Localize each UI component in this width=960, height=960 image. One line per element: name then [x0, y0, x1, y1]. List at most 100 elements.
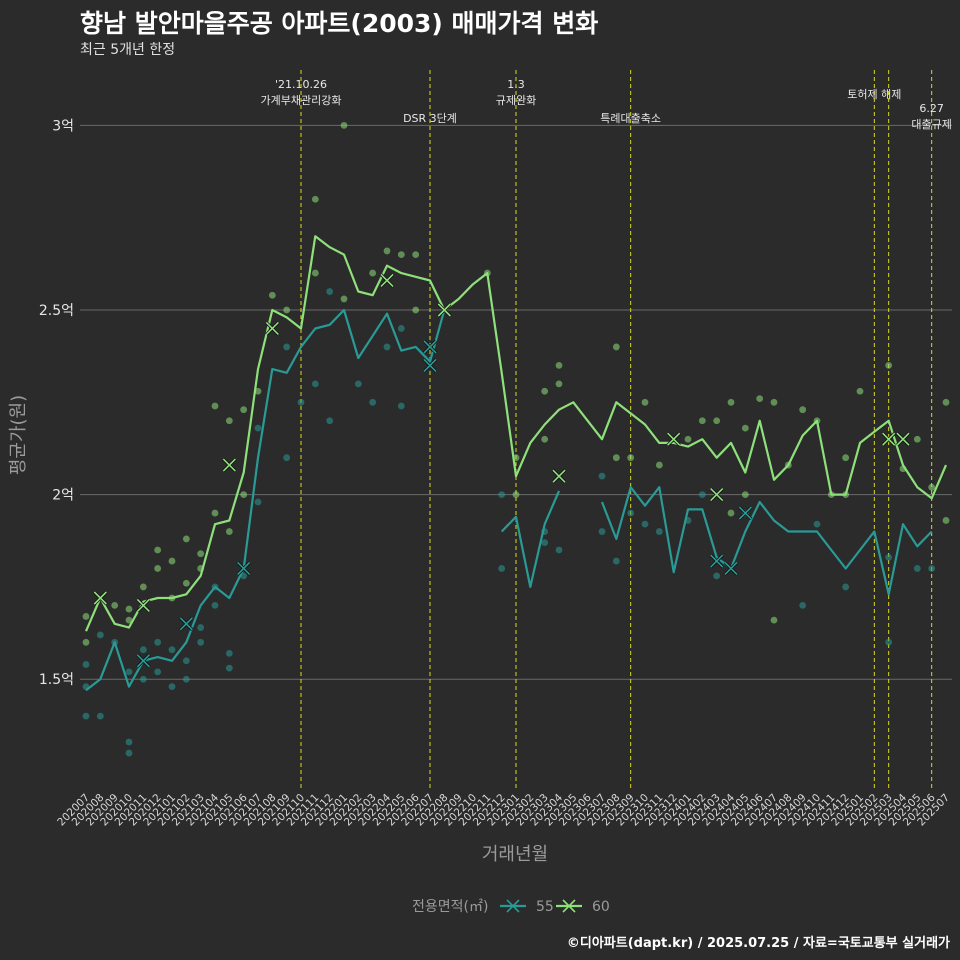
x-marker: [437, 302, 452, 318]
scatter-point: [254, 424, 262, 432]
scatter-point: [154, 668, 162, 676]
scatter-point: [741, 424, 749, 432]
scatter-point: [612, 557, 620, 565]
event-label: 6.27: [919, 102, 944, 115]
scatter-point: [555, 380, 563, 388]
scatter-point: [842, 454, 850, 462]
scatter-point: [225, 649, 233, 657]
scatter-point: [326, 417, 334, 425]
x-marker: [93, 590, 108, 606]
x-marker: [709, 487, 724, 502]
scatter-point: [182, 675, 190, 683]
chart-subtitle: 최근 5개년 한정: [80, 42, 176, 58]
scatter-point: [942, 517, 950, 524]
scatter-point: [756, 395, 764, 403]
scatter-point: [698, 491, 706, 499]
scatter-point: [211, 601, 219, 609]
y-axis-title: 평균가(원): [8, 395, 29, 475]
scatter-point: [885, 361, 893, 369]
scatter-point: [741, 491, 749, 499]
scatter-point: [254, 387, 262, 395]
scatter-point: [627, 509, 635, 517]
x-marker: [179, 616, 194, 631]
legend-item-55: 55: [500, 899, 554, 915]
scatter-point: [139, 646, 147, 654]
event-label: 규제완화: [496, 94, 536, 107]
scatter-point: [727, 398, 735, 406]
scatter-point: [168, 646, 176, 654]
scatter-point: [397, 402, 405, 410]
scatter-point: [612, 454, 620, 462]
scatter-point: [211, 509, 219, 517]
legend-label: 60: [592, 899, 610, 915]
scatter-point: [82, 661, 90, 668]
scatter-point: [498, 491, 506, 499]
scatter-point: [111, 601, 119, 609]
scatter-point: [928, 483, 936, 491]
marker-layer: [93, 273, 911, 668]
scatter-point: [283, 343, 291, 351]
scatter-point: [913, 565, 921, 572]
x-marker: [723, 561, 739, 576]
scatter-layer: [82, 121, 950, 757]
x-marker: [379, 273, 395, 288]
x-marker: [551, 469, 567, 484]
scatter-point: [942, 398, 950, 406]
scatter-point: [125, 616, 133, 624]
scatter-point: [139, 675, 147, 683]
scatter-point: [182, 579, 190, 587]
x-marker: [738, 505, 753, 521]
scatter-point: [541, 435, 549, 443]
scatter-point: [885, 553, 893, 561]
x-marker: [265, 321, 280, 336]
scatter-point: [856, 387, 864, 395]
x-marker: [136, 598, 151, 613]
scatter-point: [168, 557, 176, 565]
y-tick-label: 3억: [52, 118, 74, 134]
scatter-point: [168, 683, 176, 691]
scatter-point: [154, 546, 162, 554]
scatter-point: [311, 195, 319, 203]
y-tick-label: 2.5억: [39, 303, 74, 319]
x-marker: [422, 339, 438, 355]
scatter-point: [598, 528, 606, 535]
x-axis-title: 거래년월: [482, 844, 548, 865]
y-tick-label: 2억: [52, 488, 74, 504]
scatter-point: [512, 491, 520, 499]
scatter-point: [125, 605, 133, 613]
chart-title: 향남 발안마을주공 아파트(2003) 매매가격 변화: [80, 9, 599, 38]
scatter-point: [211, 402, 219, 410]
series-line-60: [84, 235, 948, 632]
scatter-point: [96, 712, 104, 720]
scatter-point: [641, 398, 649, 406]
scatter-point: [713, 572, 721, 580]
scatter-point: [655, 461, 663, 469]
scatter-point: [154, 638, 162, 646]
scatter-point: [311, 269, 319, 277]
event-label: 가계부채관리강화: [261, 94, 342, 107]
scatter-point: [139, 583, 147, 591]
scatter-point: [799, 406, 807, 414]
scatter-point: [698, 417, 706, 425]
x-tick-layer: 2020072020082020092020102020112020122021…: [55, 791, 952, 828]
scatter-point: [82, 638, 90, 646]
scatter-point: [598, 472, 606, 480]
scatter-point: [311, 380, 319, 388]
legend-title: 전용면적(㎡): [412, 899, 488, 915]
scatter-point: [182, 535, 190, 543]
x-marker: [136, 653, 151, 668]
y-tick-label: 1.5억: [39, 672, 74, 688]
scatter-point: [555, 546, 563, 554]
scatter-point: [82, 613, 90, 620]
x-marker: [881, 432, 896, 447]
scatter-point: [197, 550, 205, 558]
scatter-point: [541, 387, 549, 395]
scatter-point: [397, 251, 405, 259]
scatter-point: [96, 631, 104, 639]
scatter-point: [541, 539, 549, 547]
scatter-point: [297, 398, 305, 406]
legend-label: 55: [536, 899, 554, 915]
scatter-point: [770, 398, 778, 406]
